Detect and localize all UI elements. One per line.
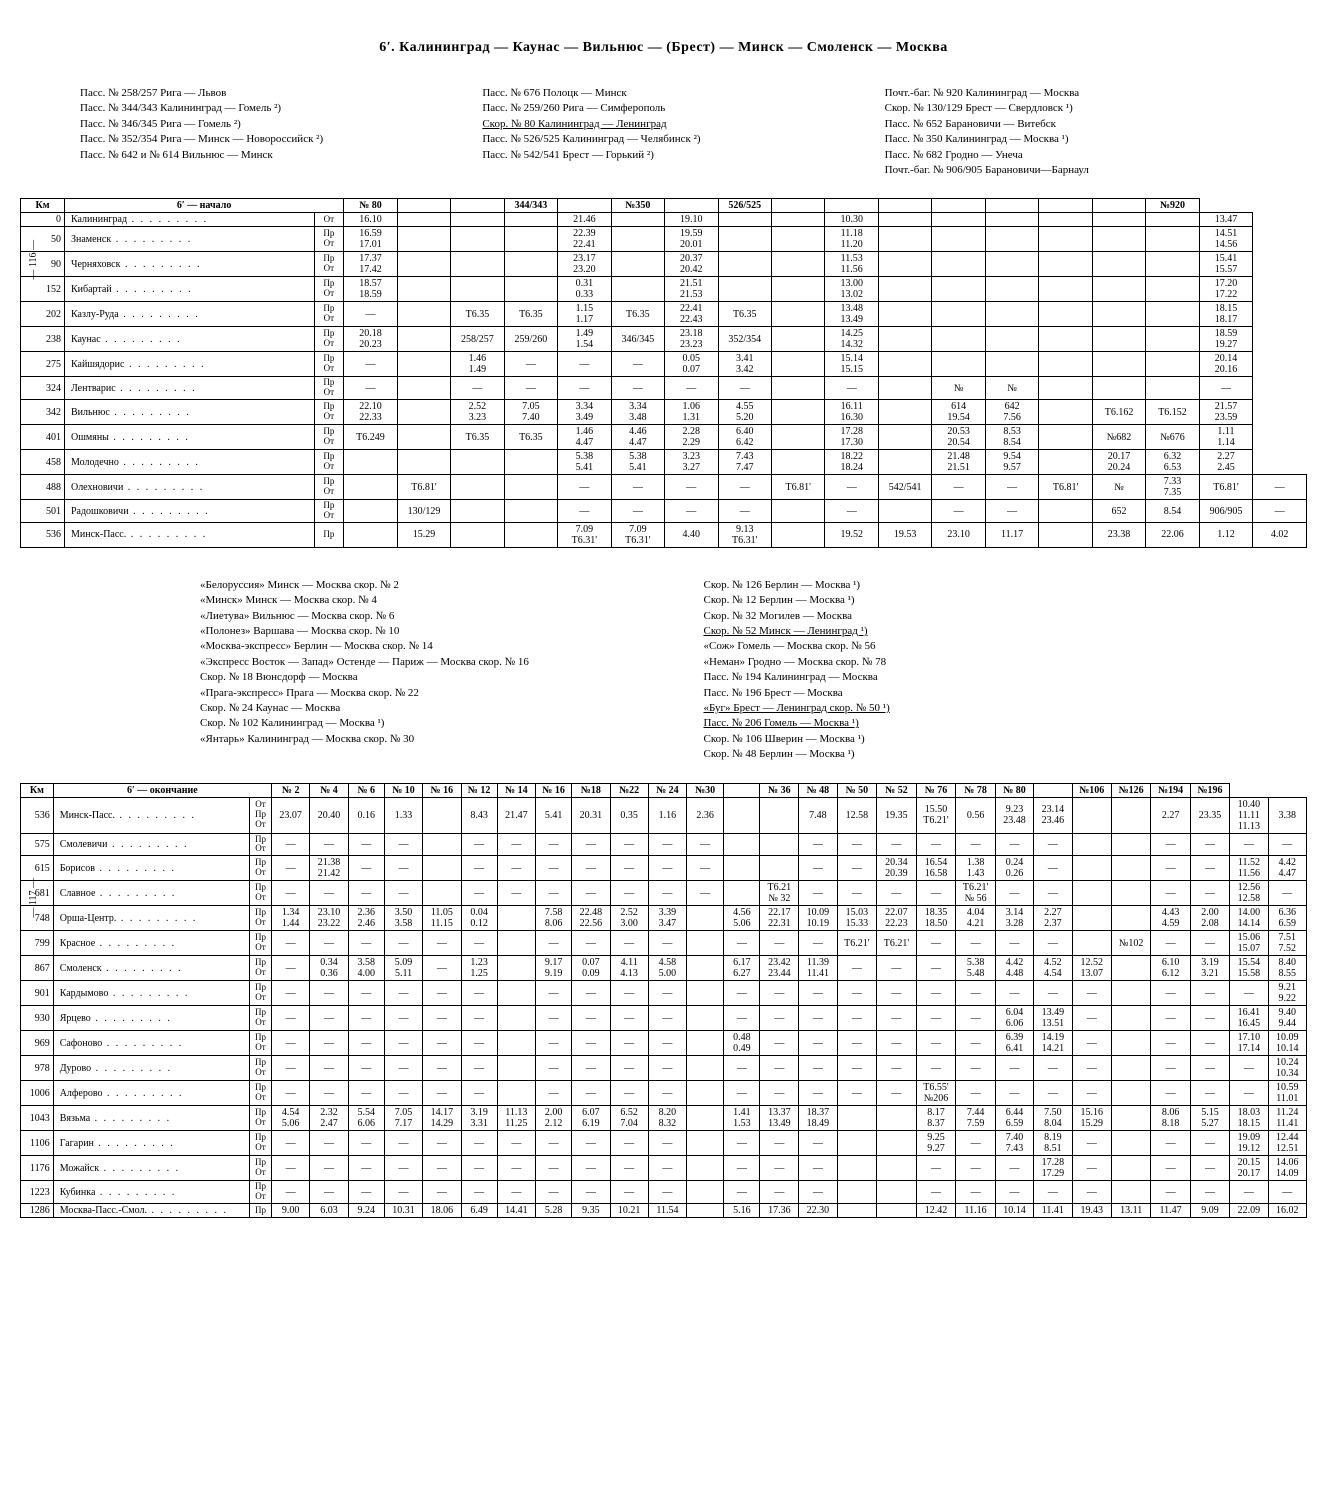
route-line: Пасс. № 350 Калининград — Москва ¹) (885, 132, 1247, 147)
upper-section: — 116 — 6′. Калининград — Каунас — Вильн… (20, 40, 1307, 548)
route-line: Пасс. № 652 Барановичи — Витебск (885, 117, 1247, 132)
routes-bottom-col1: «Белоруссия» Минск — Москва скор. № 2«Ми… (200, 578, 624, 763)
route-line: «Экспресс Восток — Запад» Остенде — Пари… (200, 655, 624, 670)
routes-bottom-col2: Скор. № 126 Берлин — Москва ¹)Скор. № 12… (704, 578, 1128, 763)
route-line: Скор. № 130/129 Брест — Свердловск ¹) (885, 101, 1247, 116)
timetable-1-body: 0КалининградОт16.1021.4619.1010.3013.475… (21, 213, 1307, 548)
route-line: Пасс. № 676 Полоцк — Минск (482, 86, 844, 101)
route-line: Пасс. № 526/525 Калининград — Челябинск … (482, 132, 844, 147)
page-title: 6′. Калининград — Каунас — Вильнюс — (Бр… (20, 40, 1307, 56)
route-line: «Минск» Минск — Москва скор. № 4 (200, 593, 624, 608)
route-line: Пасс. № 542/541 Брест — Горький ²) (482, 148, 844, 163)
route-line: Скор. № 24 Каунас — Москва (200, 701, 624, 716)
route-line: Пасс. № 344/343 Калининград — Гомель ²) (80, 101, 442, 116)
route-line: Пасс. № 259/260 Рига — Симферополь (482, 101, 844, 116)
route-line: «Буг» Брест — Ленинград скор. № 50 ¹) (704, 701, 1128, 716)
route-line: Пасс. № 682 Гродно — Унеча (885, 148, 1247, 163)
timetable-1: Км6′ — начало№ 80344/343№350526/525№920 … (20, 198, 1307, 548)
route-line: «Лиетува» Вильнюс — Москва скор. № 6 (200, 609, 624, 624)
lower-section: — 117 — «Белоруссия» Минск — Москва скор… (20, 578, 1307, 1218)
route-line: «Прага-экспресс» Прага — Москва скор. № … (200, 686, 624, 701)
route-line: Пасс. № 642 и № 614 Вильнюс — Минск (80, 148, 442, 163)
route-line: «Янтарь» Калининград — Москва скор. № 30 (200, 732, 624, 747)
route-line: Скор. № 126 Берлин — Москва ¹) (704, 578, 1128, 593)
route-line: Скор. № 80 Калининград — Ленинград (482, 117, 844, 132)
route-line: «Москва-экспресс» Берлин — Москва скор. … (200, 639, 624, 654)
timetable-2-head: Км6′ — окончание№ 2№ 4№ 6№ 10№ 16№ 12№ 1… (21, 783, 1307, 797)
routes-top: Пасс. № 258/257 Рига — ЛьвовПасс. № 344/… (80, 86, 1247, 178)
route-line: Скор. № 52 Минск — Ленинград ¹) (704, 624, 1128, 639)
route-line: «Белоруссия» Минск — Москва скор. № 2 (200, 578, 624, 593)
route-line: Скор. № 12 Берлин — Москва ¹) (704, 593, 1128, 608)
route-line: Пасс. № 346/345 Рига — Гомель ²) (80, 117, 442, 132)
routes-top-col3: Почт.-баг. № 920 Калининград — МоскваСко… (885, 86, 1247, 178)
routes-top-col2: Пасс. № 676 Полоцк — МинскПасс. № 259/26… (482, 86, 844, 178)
route-line: Скор. № 18 Вюнсдорф — Москва (200, 670, 624, 685)
routes-top-col1: Пасс. № 258/257 Рига — ЛьвовПасс. № 344/… (80, 86, 442, 178)
route-line: Пасс. № 194 Калининград — Москва (704, 670, 1128, 685)
route-line: Скор. № 102 Калининград — Москва ¹) (200, 716, 624, 731)
route-line: Пасс. № 258/257 Рига — Львов (80, 86, 442, 101)
route-line: Пасс. № 352/354 Рига — Минск — Новоросси… (80, 132, 442, 147)
route-line: Скор. № 106 Шверин — Москва ¹) (704, 732, 1128, 747)
route-line: Почт.-баг. № 920 Калининград — Москва (885, 86, 1247, 101)
page-side-num-bottom: — 117 — (28, 878, 39, 918)
timetable-2-body: 536Минск-Пасс.ОтПрОт23.0720.400.161.338.… (21, 797, 1307, 1218)
route-line: Пасс. № 196 Брест — Москва (704, 686, 1128, 701)
route-line: «Сож» Гомель — Москва скор. № 56 (704, 639, 1128, 654)
route-line: Скор. № 48 Берлин — Москва ¹) (704, 747, 1128, 762)
page-side-num-top: — 116 — (28, 240, 39, 280)
routes-bottom: «Белоруссия» Минск — Москва скор. № 2«Ми… (200, 578, 1127, 763)
route-line: Почт.-баг. № 906/905 Барановичи—Барнаул (885, 163, 1247, 178)
timetable-2: Км6′ — окончание№ 2№ 4№ 6№ 10№ 16№ 12№ 1… (20, 783, 1307, 1219)
timetable-1-head: Км6′ — начало№ 80344/343№350526/525№920 (21, 199, 1307, 213)
route-line: Скор. № 32 Могилев — Москва (704, 609, 1128, 624)
route-line: «Неман» Гродно — Москва скор. № 78 (704, 655, 1128, 670)
route-line: «Полонез» Варшава — Москва скор. № 10 (200, 624, 624, 639)
route-line: Пасс. № 206 Гомель — Москва ¹) (704, 716, 1128, 731)
